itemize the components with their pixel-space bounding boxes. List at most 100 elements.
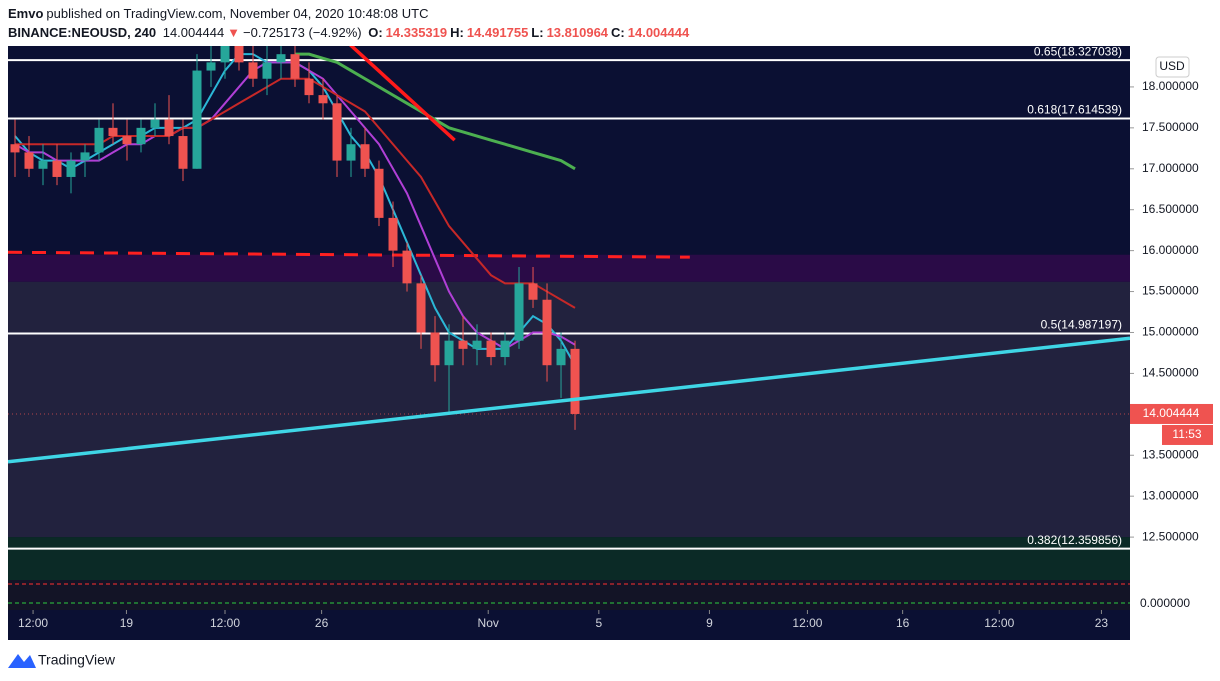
candle-body: [164, 119, 174, 137]
candle-body: [66, 160, 76, 177]
fib-label: 0.618(17.614539): [1027, 103, 1122, 117]
ohlc-value: 13.810964: [546, 25, 609, 40]
zone: [8, 281, 1130, 538]
candle-body: [122, 136, 132, 145]
candle-body: [388, 217, 398, 251]
y-tick-label: 18.000000: [1142, 79, 1199, 93]
candle-body: [38, 160, 48, 169]
candle-body: [542, 299, 552, 366]
x-tick-label: 12:00: [18, 616, 48, 630]
candle-body: [206, 62, 216, 71]
ohlc-value: 14.004444: [627, 25, 690, 40]
candle-body: [10, 144, 20, 153]
y-tick-label: 13.500000: [1142, 447, 1199, 461]
candle-body: [332, 103, 342, 161]
currency[interactable]: USD: [1159, 59, 1185, 73]
ohlc-value: 14.335319: [385, 25, 448, 40]
x-tick-label: 23: [1095, 616, 1109, 630]
symbol-line: BINANCE:NEOUSD, 240 14.004444 ▼ −0.725173 …: [8, 25, 695, 40]
y-tick-label: 16.000000: [1142, 243, 1199, 257]
zone: [8, 537, 1130, 580]
currency-button[interactable]: [1155, 56, 1190, 78]
candle-body: [24, 152, 34, 169]
fib-label: 0.382(12.359856): [1027, 533, 1122, 547]
candle-body: [514, 283, 524, 341]
logo: [8, 654, 36, 668]
last-price-label: 14.004444: [1143, 406, 1200, 420]
fib-label: 0.5(14.987197): [1041, 318, 1122, 332]
symbol: BINANCE:NEOUSD, 240: [8, 25, 157, 40]
ohlc-key: L:: [531, 25, 544, 40]
x-tick-label: 19: [120, 616, 134, 630]
x-tick-label: 5: [595, 616, 602, 630]
countdown: 11:53: [1172, 427, 1201, 441]
moving-average: [295, 52, 576, 171]
brand: TradingView: [38, 652, 116, 668]
y-tick-label: 17.000000: [1142, 161, 1199, 175]
y-tick-label: 17.500000: [1142, 120, 1199, 134]
y-tick-label: 16.500000: [1142, 202, 1199, 216]
x-axis-background: [8, 610, 1130, 640]
x-tick-label: Nov: [478, 616, 499, 630]
candle-body: [458, 340, 468, 349]
logo-icon: [8, 654, 36, 668]
y-tick-label: 14.500000: [1142, 366, 1199, 380]
candle-body: [192, 70, 202, 169]
candle-body: [318, 95, 328, 104]
candle-body: [570, 348, 580, 414]
arrow: ▼: [227, 25, 241, 40]
candle-body: [234, 46, 244, 63]
published: published on TradingView.com, November 0…: [46, 6, 429, 21]
last: 14.004444: [162, 25, 225, 40]
candle-body: [80, 152, 90, 161]
candle-body: [52, 160, 62, 177]
y-tick-label: 12.500000: [1142, 529, 1199, 543]
publisher: Emvo: [8, 6, 44, 21]
candle-body: [94, 127, 104, 153]
candle-body: [360, 144, 370, 169]
candle-body: [248, 62, 258, 79]
lower-pane-label: 0.000000: [1140, 596, 1190, 610]
candle-body: [220, 46, 230, 63]
candle-body: [178, 136, 188, 169]
candle-body: [444, 340, 454, 366]
trendline: [8, 336, 1130, 464]
ohlc-value: 14.491755: [466, 25, 529, 40]
x-tick-label: 9: [706, 616, 713, 630]
countdown-box: [1162, 424, 1213, 445]
candle-body: [304, 78, 314, 96]
candle-body: [500, 340, 510, 358]
ohlc-key: C:: [611, 25, 625, 40]
candle-body: [346, 144, 356, 161]
x-tick-label: 26: [315, 616, 329, 630]
ohlc-key: H:: [450, 25, 464, 40]
dashed-level: [8, 250, 690, 259]
candle-body: [136, 127, 146, 145]
candle-body: [472, 340, 482, 349]
last-price-box: [1130, 403, 1213, 424]
y-tick-label: 15.000000: [1142, 325, 1199, 339]
candle-body: [528, 283, 538, 300]
candle-body: [108, 127, 118, 137]
candle-body: [276, 54, 286, 63]
ohlc-key: O:: [368, 25, 383, 40]
y-tick-label: 15.500000: [1142, 284, 1199, 298]
candle-body: [262, 62, 272, 79]
candle-body: [486, 340, 496, 358]
candle-body: [374, 168, 384, 218]
trendline: [348, 46, 456, 142]
x-tick-label: 12:00: [792, 616, 822, 630]
x-tick-label: 12:00: [210, 616, 240, 630]
candle-body: [556, 348, 566, 366]
x-tick-label: 16: [896, 616, 910, 630]
lower-pane: [8, 580, 1130, 610]
candle-body: [290, 54, 300, 79]
x-tick-label: 12:00: [984, 616, 1014, 630]
zone: [8, 254, 1130, 282]
candle-body: [416, 283, 426, 333]
candle-body: [402, 250, 412, 284]
fib-label: 0.65(18.327038): [1034, 44, 1122, 58]
candle-body: [430, 332, 440, 366]
